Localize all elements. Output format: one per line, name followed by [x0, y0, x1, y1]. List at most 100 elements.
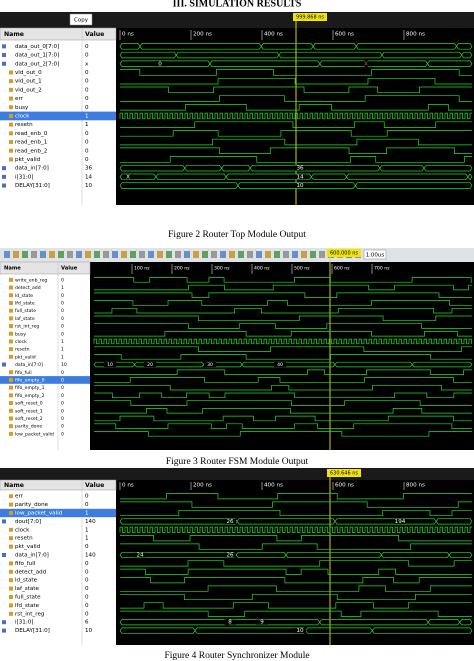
- wave-label-bg: [360, 61, 372, 67]
- signal-name: resetn: [15, 536, 33, 542]
- signal-name: data_out_1[7:0]: [15, 53, 59, 59]
- signal-icon: [9, 578, 13, 583]
- toolbar-icon: [229, 251, 235, 258]
- waveform: [120, 610, 472, 617]
- signal-icon: [9, 494, 13, 499]
- signal-value: 0: [61, 416, 64, 422]
- time-label: 400 ns: [254, 266, 270, 272]
- signal-icon: [9, 148, 13, 153]
- signal-name: DELAY[31:0]: [15, 628, 50, 634]
- wave-label: 194: [395, 519, 406, 525]
- signal-name: fifo_full: [15, 561, 36, 567]
- toolbar-icon: [121, 251, 127, 258]
- wave-label: 20: [147, 362, 153, 368]
- toolbar-icon: [94, 251, 100, 258]
- signal-name: lfd_state: [15, 300, 35, 306]
- signal-value: 10: [61, 362, 67, 368]
- signal-value: 10: [85, 628, 93, 634]
- column-title: Name: [4, 31, 24, 38]
- signal-value: 0: [61, 385, 64, 391]
- signal-value: 140: [85, 519, 96, 525]
- toolbar-icon: [40, 251, 46, 258]
- time-label: 700 ns: [374, 266, 390, 272]
- wave-label-bg: [144, 362, 156, 368]
- time-label: 400 ns: [264, 32, 283, 38]
- signal-name: read_enb_2: [15, 148, 47, 154]
- signal-icon: [9, 569, 13, 574]
- signal-name: err: [15, 96, 24, 102]
- signal-name: clock: [15, 113, 30, 119]
- waveform: [93, 361, 473, 368]
- waveform: [119, 173, 473, 181]
- wave-label: 8: [228, 620, 232, 626]
- waveform: [120, 577, 472, 584]
- toolbar-icon: [58, 251, 64, 258]
- wave-label: 40: [277, 362, 283, 368]
- signal-name: ld_state: [15, 578, 38, 584]
- waveform: [120, 95, 472, 102]
- waveform: [120, 138, 472, 146]
- wave-label: 10: [296, 183, 304, 189]
- wave-label-bg: [154, 61, 166, 67]
- signal-value: 14: [85, 174, 93, 180]
- signal-icon: [9, 424, 13, 429]
- time-label: 400 ns: [264, 483, 283, 489]
- signal-name: data_out_2[7:0]: [15, 61, 59, 67]
- signal-name: read_enb_0: [15, 131, 48, 137]
- signal-value: 0: [85, 569, 89, 575]
- signal-icon: [9, 277, 13, 282]
- signal-value: 0: [61, 277, 64, 283]
- waveform: [120, 585, 472, 592]
- time-label: 600 ns: [335, 32, 354, 38]
- signal-icon: [9, 157, 13, 162]
- waveform: [94, 354, 472, 360]
- toolbar-icon: [292, 251, 298, 258]
- toolbar-icon: [202, 251, 208, 258]
- toolbar-icon: [184, 251, 190, 258]
- toolbar-icon: [265, 251, 271, 258]
- signal-name: laf_state: [15, 586, 39, 592]
- signal-value: 0: [61, 293, 64, 299]
- signal-icon: [2, 553, 6, 557]
- waveform: [120, 602, 472, 609]
- signal-name: resetn: [15, 347, 30, 353]
- signal-name: soft_reset_0: [15, 401, 43, 407]
- time-label: 0 ns: [122, 483, 134, 489]
- wave-label-bg: [294, 165, 306, 171]
- waveform: [120, 535, 472, 542]
- selected-row: [0, 508, 116, 518]
- waveform: [120, 493, 472, 500]
- signal-name: laf_state: [15, 316, 35, 322]
- column-header: [0, 261, 91, 275]
- signal-icon: [9, 316, 13, 321]
- column-title: Value: [61, 266, 78, 272]
- waveform: [119, 51, 473, 59]
- signal-value: 0: [85, 96, 89, 102]
- waveform: [120, 568, 472, 575]
- toolbar-icon: [157, 251, 163, 258]
- waveform: [119, 526, 472, 533]
- toolbar: [0, 468, 474, 480]
- signal-icon: [9, 385, 13, 390]
- waveform: [120, 501, 472, 508]
- signal-name: pkt_valid: [15, 157, 41, 163]
- toolbar-icon: [238, 251, 244, 258]
- signal-name: fifo_empty_2: [15, 393, 45, 399]
- waveform: [94, 292, 472, 298]
- selected-row: [0, 376, 90, 384]
- cursor-tag: [327, 469, 361, 477]
- signal-value: 0: [85, 494, 89, 500]
- signal-name: parity_done: [15, 424, 42, 430]
- column-header: [0, 27, 117, 41]
- signal-value: 0: [85, 79, 89, 85]
- wave-label: 9: [260, 620, 264, 626]
- signal-value: 0: [85, 105, 89, 111]
- signal-icon: [9, 140, 13, 145]
- toolbar-icon: [256, 251, 262, 258]
- signal-name: clock: [15, 527, 30, 533]
- toolbar-button-label: 1.00us: [366, 253, 385, 259]
- toolbar-icon: [274, 251, 280, 258]
- signal-name: fifo_empty_0: [15, 377, 45, 383]
- toolbar-icon: [49, 251, 55, 258]
- signal-value: 36: [85, 166, 93, 172]
